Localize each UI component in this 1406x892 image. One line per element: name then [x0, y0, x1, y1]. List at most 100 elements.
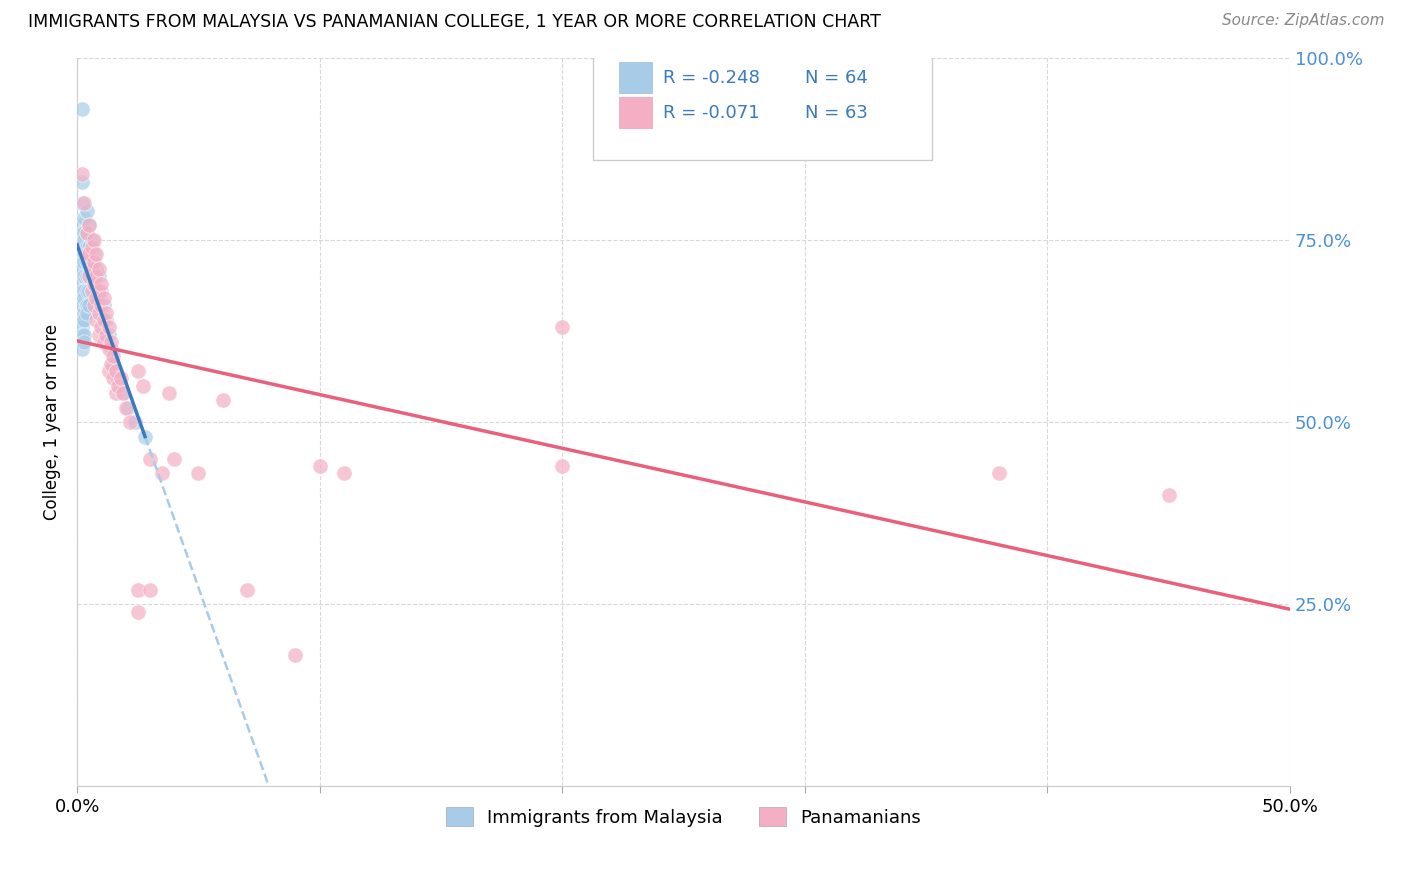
- Point: [73, 334, 96, 349]
- Point: [308, 458, 330, 473]
- Point: [76, 306, 98, 320]
- Text: Source: ZipAtlas.com: Source: ZipAtlas.com: [1222, 13, 1385, 29]
- Text: R = -0.248: R = -0.248: [664, 69, 759, 87]
- Point: [90, 277, 112, 291]
- Point: [104, 364, 127, 378]
- Point: [114, 401, 136, 415]
- Point: [86, 313, 108, 327]
- Point: [76, 284, 98, 298]
- Point: [87, 306, 110, 320]
- Point: [77, 269, 100, 284]
- FancyBboxPatch shape: [592, 50, 932, 160]
- Point: [83, 233, 105, 247]
- Point: [139, 582, 162, 597]
- Point: [117, 401, 139, 415]
- Y-axis label: College, 1 year or more: College, 1 year or more: [44, 324, 60, 520]
- Text: R = -0.071: R = -0.071: [664, 104, 759, 122]
- Point: [120, 415, 142, 429]
- Point: [90, 298, 112, 312]
- Point: [80, 233, 103, 247]
- Point: [93, 298, 115, 312]
- Point: [70, 167, 93, 181]
- Point: [73, 211, 96, 225]
- Point: [90, 284, 112, 298]
- Point: [76, 254, 98, 268]
- Point: [77, 284, 100, 298]
- Point: [100, 357, 122, 371]
- Point: [80, 284, 103, 298]
- Point: [163, 451, 186, 466]
- Point: [236, 582, 259, 597]
- Point: [551, 320, 574, 334]
- Point: [96, 306, 118, 320]
- Point: [73, 291, 96, 305]
- Point: [86, 269, 108, 284]
- Point: [139, 451, 162, 466]
- Point: [76, 203, 98, 218]
- Point: [70, 262, 93, 277]
- Point: [157, 386, 180, 401]
- Point: [103, 357, 125, 371]
- Point: [100, 334, 122, 349]
- Point: [87, 262, 110, 277]
- Point: [86, 291, 108, 305]
- Point: [87, 291, 110, 305]
- Point: [83, 277, 105, 291]
- Point: [96, 313, 118, 327]
- Point: [76, 269, 98, 284]
- Point: [83, 254, 105, 268]
- Point: [93, 334, 115, 349]
- Point: [83, 247, 105, 261]
- Point: [127, 605, 149, 619]
- Point: [127, 364, 149, 378]
- Point: [70, 196, 93, 211]
- Point: [987, 466, 1010, 480]
- Point: [70, 277, 93, 291]
- Point: [187, 466, 209, 480]
- Point: [77, 219, 100, 233]
- Point: [97, 327, 120, 342]
- Point: [73, 327, 96, 342]
- Point: [73, 226, 96, 240]
- Point: [103, 350, 125, 364]
- Point: [134, 430, 156, 444]
- Point: [97, 320, 120, 334]
- Point: [70, 313, 93, 327]
- Point: [76, 298, 98, 312]
- Point: [551, 458, 574, 473]
- Point: [70, 240, 93, 254]
- Point: [93, 313, 115, 327]
- Point: [80, 284, 103, 298]
- FancyBboxPatch shape: [619, 97, 654, 129]
- Point: [1157, 488, 1180, 502]
- Point: [77, 240, 100, 254]
- Point: [333, 466, 356, 480]
- Point: [76, 247, 98, 261]
- Point: [97, 364, 120, 378]
- Point: [83, 284, 105, 298]
- Point: [76, 240, 98, 254]
- Point: [96, 327, 118, 342]
- Point: [131, 378, 153, 392]
- Point: [83, 269, 105, 284]
- Point: [73, 306, 96, 320]
- Text: N = 63: N = 63: [804, 104, 868, 122]
- Point: [80, 262, 103, 277]
- Point: [103, 371, 125, 385]
- Point: [73, 269, 96, 284]
- Point: [73, 196, 96, 211]
- Legend: Immigrants from Malaysia, Panamanians: Immigrants from Malaysia, Panamanians: [437, 798, 931, 836]
- Point: [77, 269, 100, 284]
- Point: [73, 313, 96, 327]
- Point: [87, 269, 110, 284]
- Point: [73, 254, 96, 268]
- Point: [77, 247, 100, 261]
- Point: [87, 284, 110, 298]
- Point: [80, 240, 103, 254]
- Point: [70, 102, 93, 116]
- Point: [90, 320, 112, 334]
- Point: [80, 269, 103, 284]
- Point: [211, 393, 233, 408]
- Point: [97, 342, 120, 356]
- Point: [86, 247, 108, 261]
